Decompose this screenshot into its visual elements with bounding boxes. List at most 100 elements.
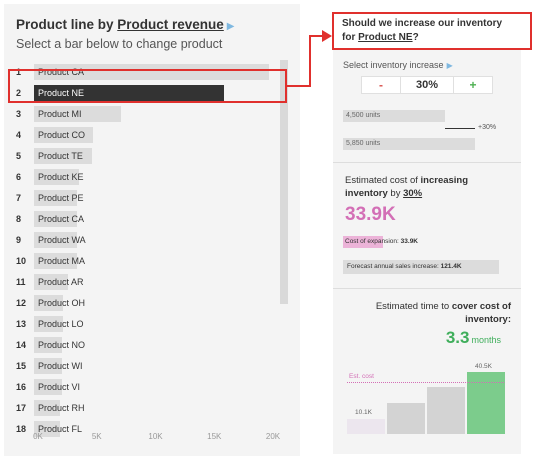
product-bar-row[interactable]: Product WA xyxy=(34,232,274,248)
play-triangle-icon[interactable]: ▶ xyxy=(226,21,235,32)
play-triangle-icon[interactable]: ▶ xyxy=(446,61,453,70)
months-unit: months xyxy=(471,335,501,345)
estimated-cost-value: 33.9K xyxy=(345,204,396,225)
product-bar[interactable] xyxy=(34,190,78,206)
cost-heading-by: by xyxy=(387,188,404,199)
product-bar[interactable] xyxy=(34,358,63,374)
product-bar[interactable] xyxy=(34,211,78,227)
product-bar[interactable] xyxy=(34,274,69,290)
bar-rank: 7 xyxy=(16,193,22,203)
question-product-link[interactable]: Product NE xyxy=(358,32,413,43)
product-revenue-link[interactable]: Product revenue xyxy=(117,17,224,32)
product-bar-label: Product VI xyxy=(38,382,81,392)
x-axis: 0K 5K 10K 15K 20K xyxy=(33,432,280,444)
question-prefix: for xyxy=(342,32,359,43)
product-bar-row[interactable]: Product FL xyxy=(34,421,274,437)
increase-button[interactable]: + xyxy=(453,76,493,94)
product-bar-label: Product TE xyxy=(38,151,83,161)
cost-heading-bold: increasing inventory xyxy=(345,175,469,199)
bar-rank: 2 xyxy=(16,88,22,98)
est-cost-label: Est. cost xyxy=(349,373,374,381)
product-bar-row[interactable]: Product KE xyxy=(34,169,274,185)
product-bar-label: Product NE xyxy=(38,88,85,98)
current-units-bar: 4,500 units xyxy=(343,110,445,122)
product-bar[interactable] xyxy=(34,127,93,143)
expansion-cost-bar xyxy=(343,236,383,248)
product-bar[interactable] xyxy=(34,421,60,437)
x-tick-label: 5K xyxy=(91,432,102,441)
product-bar[interactable] xyxy=(34,253,78,269)
cost-heading: Estimated cost of increasing inventory b… xyxy=(345,174,511,200)
x-tick-label: 15K xyxy=(207,432,222,441)
select-inventory-label: Select inventory increase ▶ xyxy=(343,60,453,70)
coverage-bar xyxy=(347,418,385,434)
bar-rank: 8 xyxy=(16,214,22,224)
product-bar-label: Product PE xyxy=(38,193,84,203)
inventory-panel: Select inventory increase ▶ - 30% + 4,500… xyxy=(333,48,521,454)
bar-rank: 6 xyxy=(16,172,22,182)
product-bar[interactable] xyxy=(34,148,92,164)
product-bar[interactable] xyxy=(34,169,79,185)
product-bar-row[interactable]: Product WI xyxy=(34,358,274,374)
product-bar[interactable] xyxy=(34,337,63,353)
product-bar[interactable] xyxy=(34,85,225,101)
product-bar[interactable] xyxy=(34,232,78,248)
time-heading-text: Estimated time to xyxy=(375,301,452,312)
selected-bar-highlight xyxy=(8,69,287,103)
product-bar[interactable] xyxy=(34,295,64,311)
product-bar-row[interactable]: Product CO xyxy=(34,127,274,143)
bar-rank: 11 xyxy=(16,277,26,287)
bar-rank: 13 xyxy=(16,319,27,329)
forecast-value: 121.4K xyxy=(440,263,462,270)
months-value: 3.3 xyxy=(445,328,470,347)
forecast-label-text: Forecast annual sales increase: xyxy=(347,263,441,270)
est-cost-line xyxy=(347,382,504,384)
product-bar[interactable] xyxy=(34,379,63,395)
product-bar[interactable] xyxy=(34,64,269,80)
product-bar-row[interactable]: Product TE xyxy=(34,148,274,164)
bar-rank: 10 xyxy=(16,256,27,266)
product-bar-label: Product WA xyxy=(38,235,86,245)
bar-rank: 1 xyxy=(16,67,22,77)
product-bar-row[interactable]: Product CA xyxy=(34,64,274,80)
product-bar-row[interactable]: Product PE xyxy=(34,190,274,206)
product-bar[interactable] xyxy=(34,106,121,122)
title-prefix: Product line by xyxy=(16,17,118,32)
time-heading: Estimated time to cover cost of inventor… xyxy=(345,300,511,326)
product-bar-label: Product MI xyxy=(38,109,82,119)
product-bar-row[interactable]: Product AR xyxy=(34,274,274,290)
bar-list-scrollbar[interactable] xyxy=(280,60,288,304)
new-units-bar: 5,850 units xyxy=(343,138,475,150)
product-bar-row[interactable]: Product RH xyxy=(34,400,274,416)
bar-rank: 14 xyxy=(16,340,27,350)
bar-rank: 12 xyxy=(16,298,27,308)
question-line-1: Should we increase our inventory xyxy=(342,18,503,29)
product-bar-label: Product RH xyxy=(38,403,85,413)
x-tick-label: 20K xyxy=(265,432,281,441)
product-bar-row[interactable]: Product CA xyxy=(34,211,274,227)
product-bar-row[interactable]: Product LO xyxy=(34,316,274,332)
product-bar[interactable] xyxy=(34,316,64,332)
cost-coverage-chart: Est. cost 10.1K 40.5K xyxy=(347,363,505,434)
product-bar-row[interactable]: Product NO xyxy=(34,337,274,353)
expansion-label-text: Cost of expansion: xyxy=(345,238,401,245)
product-bar-row[interactable]: Product MA xyxy=(34,253,274,269)
cost-percent-link[interactable]: 30% xyxy=(403,188,423,199)
expansion-value: 33.9K xyxy=(400,238,419,245)
product-bar[interactable] xyxy=(34,400,60,416)
x-tick-label: 10K xyxy=(148,432,163,441)
low-value-label: 10.1K xyxy=(355,408,372,416)
question-line-2: for Product NE? xyxy=(342,31,522,45)
expansion-cost-label: Cost of expansion: 33.9K xyxy=(345,236,418,248)
product-bar-label: Product WI xyxy=(38,361,83,371)
product-bar-label: Product CA xyxy=(38,67,85,77)
product-bar-row[interactable]: Product VI xyxy=(34,379,274,395)
bar-rank: 5 xyxy=(16,151,22,161)
product-bar-row[interactable]: Product OH xyxy=(34,295,274,311)
select-inventory-text: Select inventory increase xyxy=(343,60,444,70)
decrease-button[interactable]: - xyxy=(361,76,401,94)
product-bar-row[interactable]: Product NE xyxy=(34,85,274,101)
time-to-cover-value: 3.3 months xyxy=(446,328,501,348)
product-bar-row[interactable]: Product MI xyxy=(34,106,274,122)
left-subtitle: Select a bar below to change product xyxy=(16,37,223,51)
